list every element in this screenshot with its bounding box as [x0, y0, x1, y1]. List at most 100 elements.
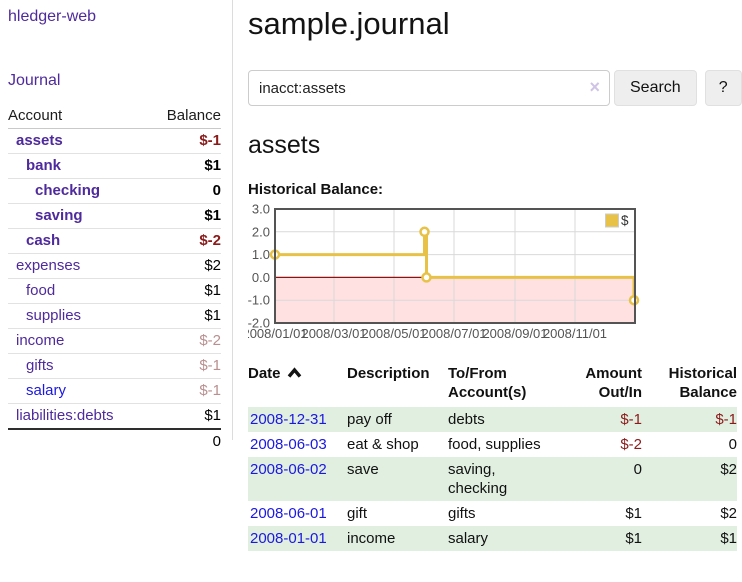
transaction-description: save [347, 461, 379, 478]
transaction-amount: $1 [625, 505, 642, 522]
account-name-cell: saving [8, 203, 149, 229]
account-link[interactable]: supplies [26, 307, 82, 324]
register-col-date[interactable]: Date [248, 364, 347, 407]
account-name-cell: salary [8, 378, 149, 404]
chart-y-tick-label: 3.0 [252, 202, 270, 217]
transaction-balance: $2 [720, 461, 737, 478]
account-link[interactable]: checking [35, 182, 101, 199]
chart-legend-label: $ [621, 213, 629, 228]
sidebar: hledger-web Journal Account Balance asse… [0, 0, 233, 454]
transaction-amount: $1 [625, 530, 642, 547]
transaction-description: pay off [347, 411, 392, 428]
account-balance: 0 [148, 178, 221, 204]
sidebar-nav: Journal [8, 72, 221, 90]
account-balance: $1 [148, 303, 221, 329]
transaction-amount: $-2 [620, 436, 642, 453]
register-table: Date Description To/From Account(s) Amou… [248, 364, 737, 551]
account-link[interactable]: gifts [26, 357, 54, 374]
chart-x-tick-label: 2008/01/01 [248, 326, 308, 341]
account-name-cell: supplies [8, 303, 149, 329]
transaction-accounts: saving, checking [448, 461, 508, 497]
page-title: sample.journal [248, 6, 450, 41]
register-row: 2008-06-01 gift gifts $1 $2 [248, 501, 737, 526]
transaction-balance: 0 [728, 436, 737, 453]
register-col-amount: Amount Out/In [585, 365, 642, 401]
clear-search-icon[interactable]: × [589, 77, 600, 97]
transaction-accounts: salary [448, 530, 489, 547]
account-link[interactable]: assets [16, 132, 63, 149]
account-name-cell: assets [8, 128, 149, 154]
nav-journal-link[interactable]: Journal [8, 72, 61, 89]
app-title-link[interactable]: hledger-web [8, 8, 97, 25]
account-balance: $1 [148, 153, 221, 179]
chart-marker [421, 272, 432, 283]
account-row: assets $-1 [8, 128, 221, 154]
transaction-date-cell: 2008-12-31 [248, 407, 347, 432]
account-name-cell: gifts [8, 353, 149, 379]
register-col-balance: Historical Balance [668, 365, 737, 401]
account-link[interactable]: liabilities:debts [16, 407, 114, 424]
transaction-date-cell: 2008-06-03 [248, 432, 347, 457]
account-row: gifts $-1 [8, 353, 221, 379]
account-link[interactable]: salary [26, 382, 67, 399]
accounts-table: Account Balance assets $-1 bank $1 checking 0… [8, 105, 221, 454]
transaction-date-link[interactable]: 2008-12-31 [250, 411, 327, 428]
account-balance: $-2 [148, 228, 221, 254]
account-row: supplies $1 [8, 303, 221, 329]
account-link[interactable]: food [26, 282, 56, 299]
transaction-description: gift [347, 505, 368, 522]
account-link[interactable]: bank [26, 157, 62, 174]
account-link[interactable]: expenses [16, 257, 81, 274]
chart-x-tick-label: 2008/09/01 [482, 326, 547, 341]
chart-border [274, 208, 636, 324]
search-input[interactable] [248, 70, 610, 106]
main-content: sample.journal × Search ? assets Histori… [242, 0, 742, 551]
transaction-date-cell: 2008-01-01 [248, 526, 347, 551]
account-name-cell: expenses [8, 253, 149, 279]
help-button[interactable]: ? [704, 70, 742, 106]
account-heading: assets [248, 131, 321, 159]
account-row: food $1 [8, 278, 221, 304]
chart-y-tick-label: -2.0 [248, 316, 270, 331]
accounts-total-spacer [8, 428, 149, 454]
chart-x-tick-label: 2008/05/01 [361, 326, 426, 341]
account-balance: $1 [148, 278, 221, 304]
transaction-date-link[interactable]: 2008-01-01 [250, 530, 327, 547]
account-link[interactable]: income [16, 332, 65, 349]
register-col-date-label: Date [248, 365, 281, 382]
account-name-cell: checking [8, 178, 149, 204]
account-link[interactable]: cash [26, 232, 61, 249]
account-balance: $-1 [148, 128, 221, 154]
transaction-description: income [347, 530, 396, 547]
chart-x-tick-label: 2008/11/01 [543, 326, 607, 341]
register-table-body: 2008-12-31 pay off debts $-1 $-1 2008-06-03 ea… [248, 407, 737, 551]
account-row: income $-2 [8, 328, 221, 354]
transaction-date-link[interactable]: 2008-06-01 [250, 505, 327, 522]
chart-legend-swatch [605, 213, 619, 228]
account-name-cell: cash [8, 228, 149, 254]
transaction-accounts: food, supplies [448, 436, 541, 453]
transaction-date-link[interactable]: 2008-06-02 [250, 461, 327, 478]
search-button[interactable]: Search [614, 70, 697, 106]
account-row: liabilities:debts $1 [8, 404, 221, 430]
account-row: expenses $2 [8, 253, 221, 279]
account-name-cell: food [8, 278, 149, 304]
register-row: 2008-01-01 income salary $1 $1 [248, 526, 737, 551]
search-form: × Search ? [248, 70, 742, 106]
search-box: × [248, 70, 610, 106]
register-row: 2008-12-31 pay off debts $-1 $-1 [248, 407, 737, 432]
account-balance: $-1 [148, 378, 221, 404]
account-link[interactable]: saving [35, 207, 83, 224]
accounts-table-body: assets $-1 bank $1 checking 0 saving $1 cash $-2 e… [8, 128, 221, 430]
chart-y-tick-label: -1.0 [248, 293, 270, 308]
register-header-row: Date Description To/From Account(s) Amou… [248, 364, 737, 407]
accounts-total-balance: 0 [148, 428, 221, 454]
app-title: hledger-web [8, 8, 221, 26]
account-balance: $1 [148, 203, 221, 229]
historical-balance-chart: $3.0 2.0 1.0 0.0 -1.0 -2.0 2008/01/01 2008/03/0… [242, 201, 742, 351]
account-row: cash $-2 [8, 228, 221, 254]
transaction-date-link[interactable]: 2008-06-03 [250, 436, 327, 453]
account-name-cell: liabilities:debts [8, 404, 149, 430]
chart-y-tick-label: 0.0 [252, 270, 270, 285]
register-row: 2008-06-03 eat & shop food, supplies $-2 0 [248, 432, 737, 457]
